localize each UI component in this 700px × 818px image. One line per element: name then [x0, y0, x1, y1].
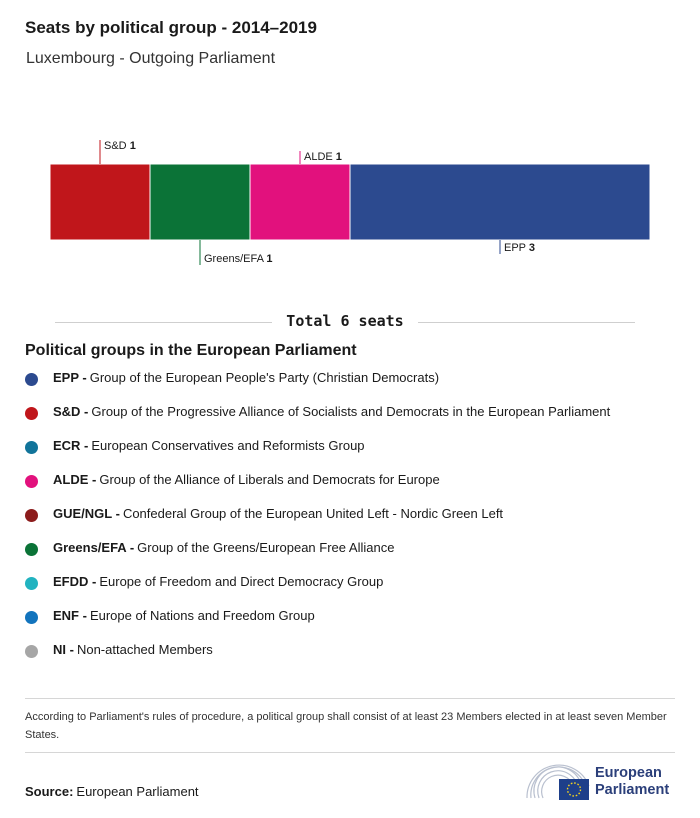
logo-text: European Parliament — [595, 765, 669, 799]
legend-description: Confederal Group of the European United … — [122, 506, 504, 521]
legend-description: Group of the European People's Party (Ch… — [89, 370, 440, 385]
legend-swatch — [25, 373, 38, 386]
legend-abbr: ECR - — [53, 438, 89, 453]
legend-description: Group of the Greens/European Free Allian… — [137, 540, 395, 555]
legend-description: Group of the Alliance of Liberals and De… — [99, 472, 440, 487]
data-label: Greens/EFA 1 — [204, 253, 273, 265]
legend-swatch — [25, 441, 38, 454]
legend-swatch — [25, 611, 38, 624]
legend-description: Non-attached Members — [76, 642, 213, 657]
bar-segment — [349, 163, 651, 241]
data-label: ALDE 1 — [304, 151, 342, 163]
european-parliament-logo: European Parliament — [525, 762, 677, 802]
data-label: S&D 1 — [104, 140, 136, 152]
legend-abbr: GUE/NGL - — [53, 506, 120, 521]
divider — [25, 698, 675, 699]
chart-title: Seats by political group - 2014–2019 — [25, 18, 317, 37]
legend-item: NI - Non-attached Members — [25, 642, 610, 676]
legend-abbr: S&D - — [53, 404, 89, 419]
legend-swatch — [25, 475, 38, 488]
hemicycle-icon — [526, 764, 590, 800]
footnote: According to Parliament's rules of proce… — [25, 711, 667, 741]
logo-line-1: European — [595, 765, 662, 781]
legend-item: GUE/NGL - Confederal Group of the Europea… — [25, 506, 610, 540]
legend-item: ALDE - Group of the Alliance of Liberals … — [25, 472, 610, 506]
legend-item: Greens/EFA - Group of the Greens/European… — [25, 540, 610, 574]
legend-description: Europe of Freedom and Direct Democracy G… — [99, 574, 384, 589]
legend-swatch — [25, 407, 38, 420]
legend-item: EFDD - Europe of Freedom and Direct Democ… — [25, 574, 610, 608]
legend-list: EPP - Group of the European People's Part… — [25, 370, 610, 676]
source-label: Source: — [25, 784, 74, 799]
legend-swatch — [25, 577, 38, 590]
legend-swatch — [25, 645, 38, 658]
source-value: European Parliament — [76, 784, 199, 799]
legend-description: Europe of Nations and Freedom Group — [89, 608, 315, 623]
bar-segment — [149, 163, 251, 241]
legend-item: S&D - Group of the Progressive Alliance o… — [25, 404, 610, 438]
chart-subtitle: Luxembourg - Outgoing Parliament — [26, 50, 276, 67]
legend-item: ENF - Europe of Nations and Freedom Group — [25, 608, 610, 642]
data-label: EPP 3 — [504, 242, 535, 254]
legend-swatch — [25, 509, 38, 522]
legend-abbr: Greens/EFA - — [53, 540, 135, 555]
legend-swatch — [25, 543, 38, 556]
legend-abbr: NI - — [53, 642, 74, 657]
divider — [25, 752, 675, 753]
legend-description: European Conservatives and Reformists Gr… — [91, 438, 365, 453]
bar-segment — [49, 163, 151, 241]
source-line: Source: European Parliament — [25, 784, 199, 799]
total-seats: Total 6 seats — [55, 310, 635, 334]
legend-abbr: EPP - — [53, 370, 87, 385]
legend-abbr: ENF - — [53, 608, 87, 623]
total-seats-label: Total 6 seats — [272, 312, 418, 330]
stacked-bar-chart: S&D 1 Greens/EFA 1 ALDE 1 EPP 3 — [49, 140, 651, 265]
logo-line-2: Parliament — [595, 782, 670, 798]
legend-item: EPP - Group of the European People's Part… — [25, 370, 610, 404]
legend-abbr: EFDD - — [53, 574, 97, 589]
legend-item: ECR - European Conservatives and Reformis… — [25, 438, 610, 472]
bar-segment — [249, 163, 351, 241]
legend-title: Political groups in the European Parliam… — [25, 342, 357, 359]
legend-description: Group of the Progressive Alliance of Soc… — [91, 404, 611, 419]
legend-abbr: ALDE - — [53, 472, 97, 487]
